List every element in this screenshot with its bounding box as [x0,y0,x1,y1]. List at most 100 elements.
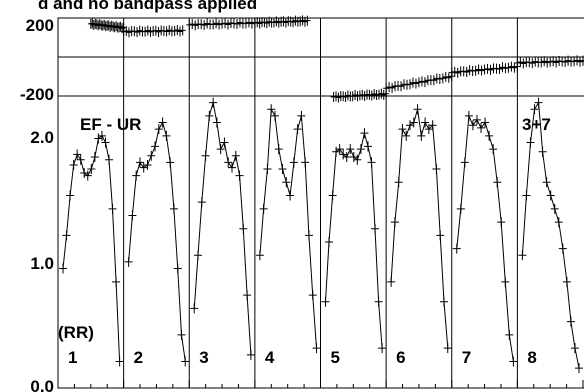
channel-label: 1 [68,348,77,367]
amp-ytick-label: 0.0 [30,377,54,392]
phase-point [541,56,548,67]
amplitude-spectrum-5: 5 [321,128,387,367]
phase-point [466,65,473,76]
amplitude-line [325,133,383,349]
phase-point [216,19,223,30]
amplitude-point [526,137,535,148]
amplitude-point [554,217,563,228]
amplitude-point [274,144,283,155]
amplitude-spectrum-2: 2 [124,117,190,367]
phase-point [204,18,211,29]
amplitude-point [367,157,376,168]
amplitude-point [243,290,252,301]
amplitude-point [353,154,362,165]
amplitude-point [546,190,555,201]
amplitude-point [424,124,433,135]
amplitude-point [162,130,171,141]
amplitude-point [108,203,117,214]
channel-label: 6 [396,348,405,367]
amplitude-point [177,329,186,340]
amplitude-point [301,157,310,168]
phase-point [213,18,220,29]
amplitude-point [212,117,221,128]
phase-point [147,26,154,37]
channel-label: 4 [265,348,275,367]
amplitude-point [371,223,380,234]
amplitude-point [66,190,75,201]
phase-point [155,26,162,37]
amplitude-point [378,343,387,354]
amp-ytick-label: 2.0 [30,128,54,147]
amplitude-point [530,104,539,115]
phase-point [123,26,130,37]
amplitude-panel: 2.0 1.0 0.0 EF - UR (RR) 3+7 1 2 3 4 5 6 7 8 [30,18,584,392]
amplitude-point [328,190,337,201]
amplitude-point [394,177,403,188]
channel-label: 3 [199,348,208,367]
amplitude-point [278,164,287,174]
amplitude-point [235,170,244,181]
phase-trend-line [451,66,518,74]
amplitude-point [304,230,313,241]
phase-point [245,17,252,28]
amplitude-line [259,107,317,349]
amplitude-point [472,114,481,125]
phase-point [511,62,518,73]
amplitude-point [270,110,279,121]
amplitude-point [282,177,291,188]
amplitude-point [73,149,82,160]
amp-grid [57,18,584,388]
amplitude-line [128,121,186,362]
amplitude-point [286,190,295,201]
phase-point [174,25,181,36]
amplitude-point [263,164,272,174]
amplitude-point [509,356,518,367]
phase-panel: 200 -200 [20,15,584,104]
amplitude-point [83,170,92,181]
amplitude-line [390,109,449,349]
phase-series [120,25,186,38]
amplitude-point [493,177,502,188]
amplitude-point [413,104,422,115]
channel-label: 2 [134,348,143,367]
amplitude-point [325,237,334,247]
phase-point [475,64,482,75]
amplitude-point [139,162,148,173]
amp-ytick-label: 1.0 [30,254,54,273]
amplitude-point [534,97,543,108]
amplitude-point [166,157,175,168]
amplitude-point [497,217,506,228]
phase-trend-line [123,30,183,33]
amplitude-point [518,250,527,261]
amplitude-line [456,115,514,362]
amplitude-line [193,102,252,355]
amplitude-point [132,170,141,181]
phase-point [201,20,208,31]
amplitude-point [335,144,344,155]
amplitude-point [356,144,365,155]
amplitude-point [115,356,124,367]
amplitude-point [501,276,510,287]
phase-point [499,62,506,73]
amplitude-point [481,117,490,128]
amplitude-point [87,164,96,174]
amplitude-point [90,152,99,163]
phase-point [553,57,560,68]
phase-point [454,67,461,78]
amplitude-spectrum-3: 3 [190,97,255,367]
channel-label: 5 [331,348,340,367]
amplitude-point [190,303,199,314]
phase-point [463,66,470,77]
amplitude-point [456,203,465,214]
amplitude-point [297,110,306,121]
phase-point [565,55,572,66]
phase-trend-line [189,22,255,26]
amplitude-point [538,146,547,157]
phase-point [529,58,536,69]
amplitude-point [76,154,85,165]
amplitude-point [197,197,206,208]
phase-trend-line [517,60,584,64]
amplitude-point [224,157,233,168]
phase-point [225,19,232,30]
amplitude-point [390,217,399,228]
